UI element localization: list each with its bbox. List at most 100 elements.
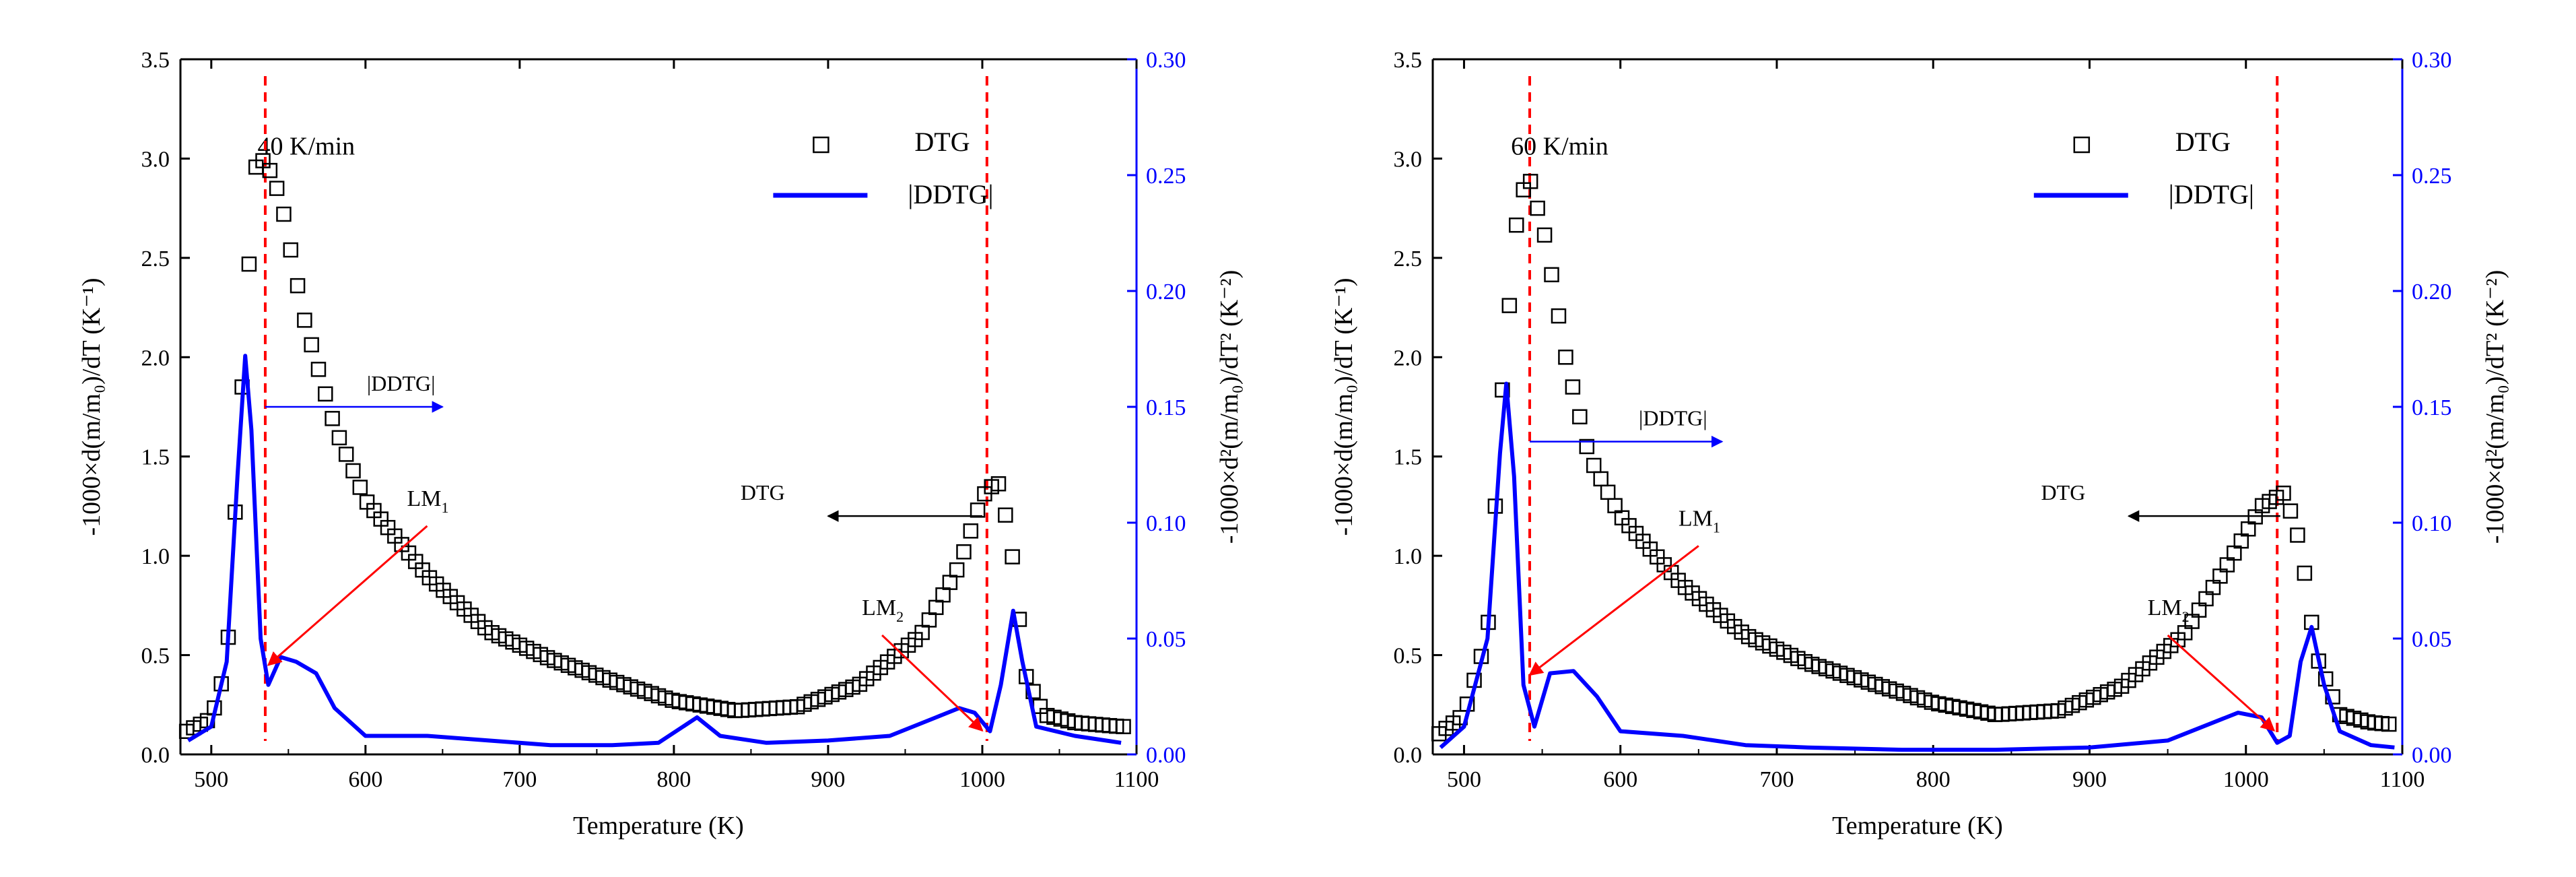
dtg-point xyxy=(935,587,951,603)
y-axis-right-label: -1000×d²(m/m₀)/dT² (K⁻²) xyxy=(2481,270,2509,544)
dtg-arrow-label: DTG xyxy=(741,480,785,505)
dtg-point xyxy=(1544,267,1559,283)
legend-dtg-marker xyxy=(813,136,829,154)
dtg-point xyxy=(970,502,986,518)
y-left-tick-label: 0.0 xyxy=(1394,743,1423,768)
dtg-point xyxy=(1565,379,1581,395)
y-axis-right-label: -1000×d²(m/m₀)/dT² (K⁻²) xyxy=(1215,270,1244,544)
dtg-point xyxy=(1579,438,1595,455)
dtg-point xyxy=(345,463,361,479)
dtg-point xyxy=(276,206,292,222)
x-tick-label: 1000 xyxy=(959,767,1005,792)
dtg-point xyxy=(1572,409,1588,424)
series-dtg xyxy=(1431,174,2397,742)
y-right-tick-label: 0.30 xyxy=(2412,48,2452,73)
x-tick-label: 600 xyxy=(1603,767,1637,792)
x-tick-label: 700 xyxy=(1759,767,1794,792)
y-left-tick-label: 0.5 xyxy=(1394,644,1423,669)
dtg-point xyxy=(241,256,257,272)
y-axis-left-label: -1000×d(m/m₀)/dT (K⁻¹) xyxy=(77,278,106,535)
y-axis-left-label: -1000×d(m/m₀)/dT (K⁻¹) xyxy=(1330,278,1358,535)
lm-arrow xyxy=(2167,634,2276,732)
x-tick-label: 700 xyxy=(502,767,537,792)
y-left-tick-label: 2.5 xyxy=(1394,247,1423,271)
x-tick-label: 500 xyxy=(194,767,228,792)
dtg-point xyxy=(1600,484,1616,500)
x-tick-label: 900 xyxy=(811,767,845,792)
legend-dtg-label: DTG xyxy=(2175,127,2231,157)
y-left-tick-label: 3.5 xyxy=(141,48,170,73)
lm-label: LM2 xyxy=(862,595,904,625)
dtg-point xyxy=(318,386,333,402)
lm-arrow xyxy=(267,525,428,666)
ddtg-arrow-label: |DDTG| xyxy=(367,371,436,395)
dtg-point xyxy=(1586,457,1602,474)
dtg-point xyxy=(1025,684,1041,699)
dtg-point xyxy=(338,447,354,462)
dtg-point xyxy=(262,162,278,178)
dtg-point xyxy=(297,313,312,328)
dtg-point xyxy=(2276,485,2291,501)
ddtg-arrow-label: |DDTG| xyxy=(1639,406,1707,430)
chart-title: 60 K/min xyxy=(1511,133,1608,161)
dtg-point xyxy=(290,278,306,294)
series-ddtg-line xyxy=(1439,381,2395,752)
series-dtg xyxy=(178,153,1131,740)
x-axis-label: Temperature (K) xyxy=(1832,812,2003,840)
y-left-tick-label: 2.0 xyxy=(1394,346,1423,370)
x-tick-label: 1100 xyxy=(2380,767,2425,792)
y-right-tick-label: 0.15 xyxy=(2412,395,2452,420)
x-tick-label: 600 xyxy=(348,767,382,792)
dtg-point xyxy=(1530,200,1545,216)
chart-panel-40kmin: 500 600 700 800 900 1000 1100 0.0 0.5 1.0 1.5 2.0 2.… xyxy=(77,48,1244,840)
y-left-tick-label: 0.5 xyxy=(141,644,170,669)
dtg-point xyxy=(921,612,937,628)
legend-ddtg-label: |DDTG| xyxy=(2169,179,2254,209)
y-right-tick-label: 0.20 xyxy=(1146,280,1186,304)
lm-arrow xyxy=(881,634,984,732)
x-tick-label: 1000 xyxy=(2223,767,2269,792)
dtg-point xyxy=(1558,350,1573,365)
y-left-tick-label: 1.0 xyxy=(1394,544,1423,569)
y-right-tick-label: 0.10 xyxy=(2412,511,2452,536)
y-right-tick-label: 0.00 xyxy=(1146,743,1186,768)
dtg-point xyxy=(1551,308,1567,324)
dtg-point xyxy=(2282,503,2299,519)
legend-dtg-marker xyxy=(2073,136,2091,154)
dtg-point xyxy=(1522,174,1538,189)
y-left-tick-label: 1.5 xyxy=(141,445,170,470)
y-right-tick-label: 0.15 xyxy=(1146,395,1186,420)
dtg-point xyxy=(963,523,979,539)
x-tick-label: 800 xyxy=(1916,767,1951,792)
dtg-point xyxy=(1501,298,1518,313)
y-right-tick-label: 0.30 xyxy=(1146,48,1186,73)
y-left-tick-label: 3.0 xyxy=(141,147,170,172)
y-right-tick-label: 0.25 xyxy=(2412,164,2452,189)
dtg-point xyxy=(949,562,965,578)
legend-dtg-label: DTG xyxy=(914,127,970,157)
x-tick-label: 800 xyxy=(656,767,691,792)
y-right-tick-label: 0.05 xyxy=(1146,627,1186,652)
dtg-point xyxy=(1536,227,1553,243)
chart-title: 40 K/min xyxy=(258,133,355,161)
lm-label: LM1 xyxy=(407,486,448,516)
dtg-point xyxy=(1509,217,1524,233)
x-tick-label: 900 xyxy=(2072,767,2107,792)
dtg-point xyxy=(2297,565,2313,581)
y-right-tick-label: 0.10 xyxy=(1146,511,1186,536)
dtg-point xyxy=(331,430,347,446)
lm-label: LM1 xyxy=(1679,506,1720,535)
series-ddtg-line xyxy=(187,354,1122,748)
dtg-point xyxy=(283,242,299,258)
dtg-point xyxy=(304,337,319,353)
y-left-tick-label: 0.0 xyxy=(141,743,170,768)
dtg-point xyxy=(325,411,340,426)
dtg-point xyxy=(928,599,944,616)
y-left-tick-label: 2.0 xyxy=(141,346,170,370)
y-left-tick-label: 3.5 xyxy=(1394,48,1423,73)
dtg-point xyxy=(310,362,327,377)
dtg-point xyxy=(956,544,972,560)
dtg-point xyxy=(942,575,958,590)
y-right-tick-label: 0.00 xyxy=(2412,743,2452,768)
